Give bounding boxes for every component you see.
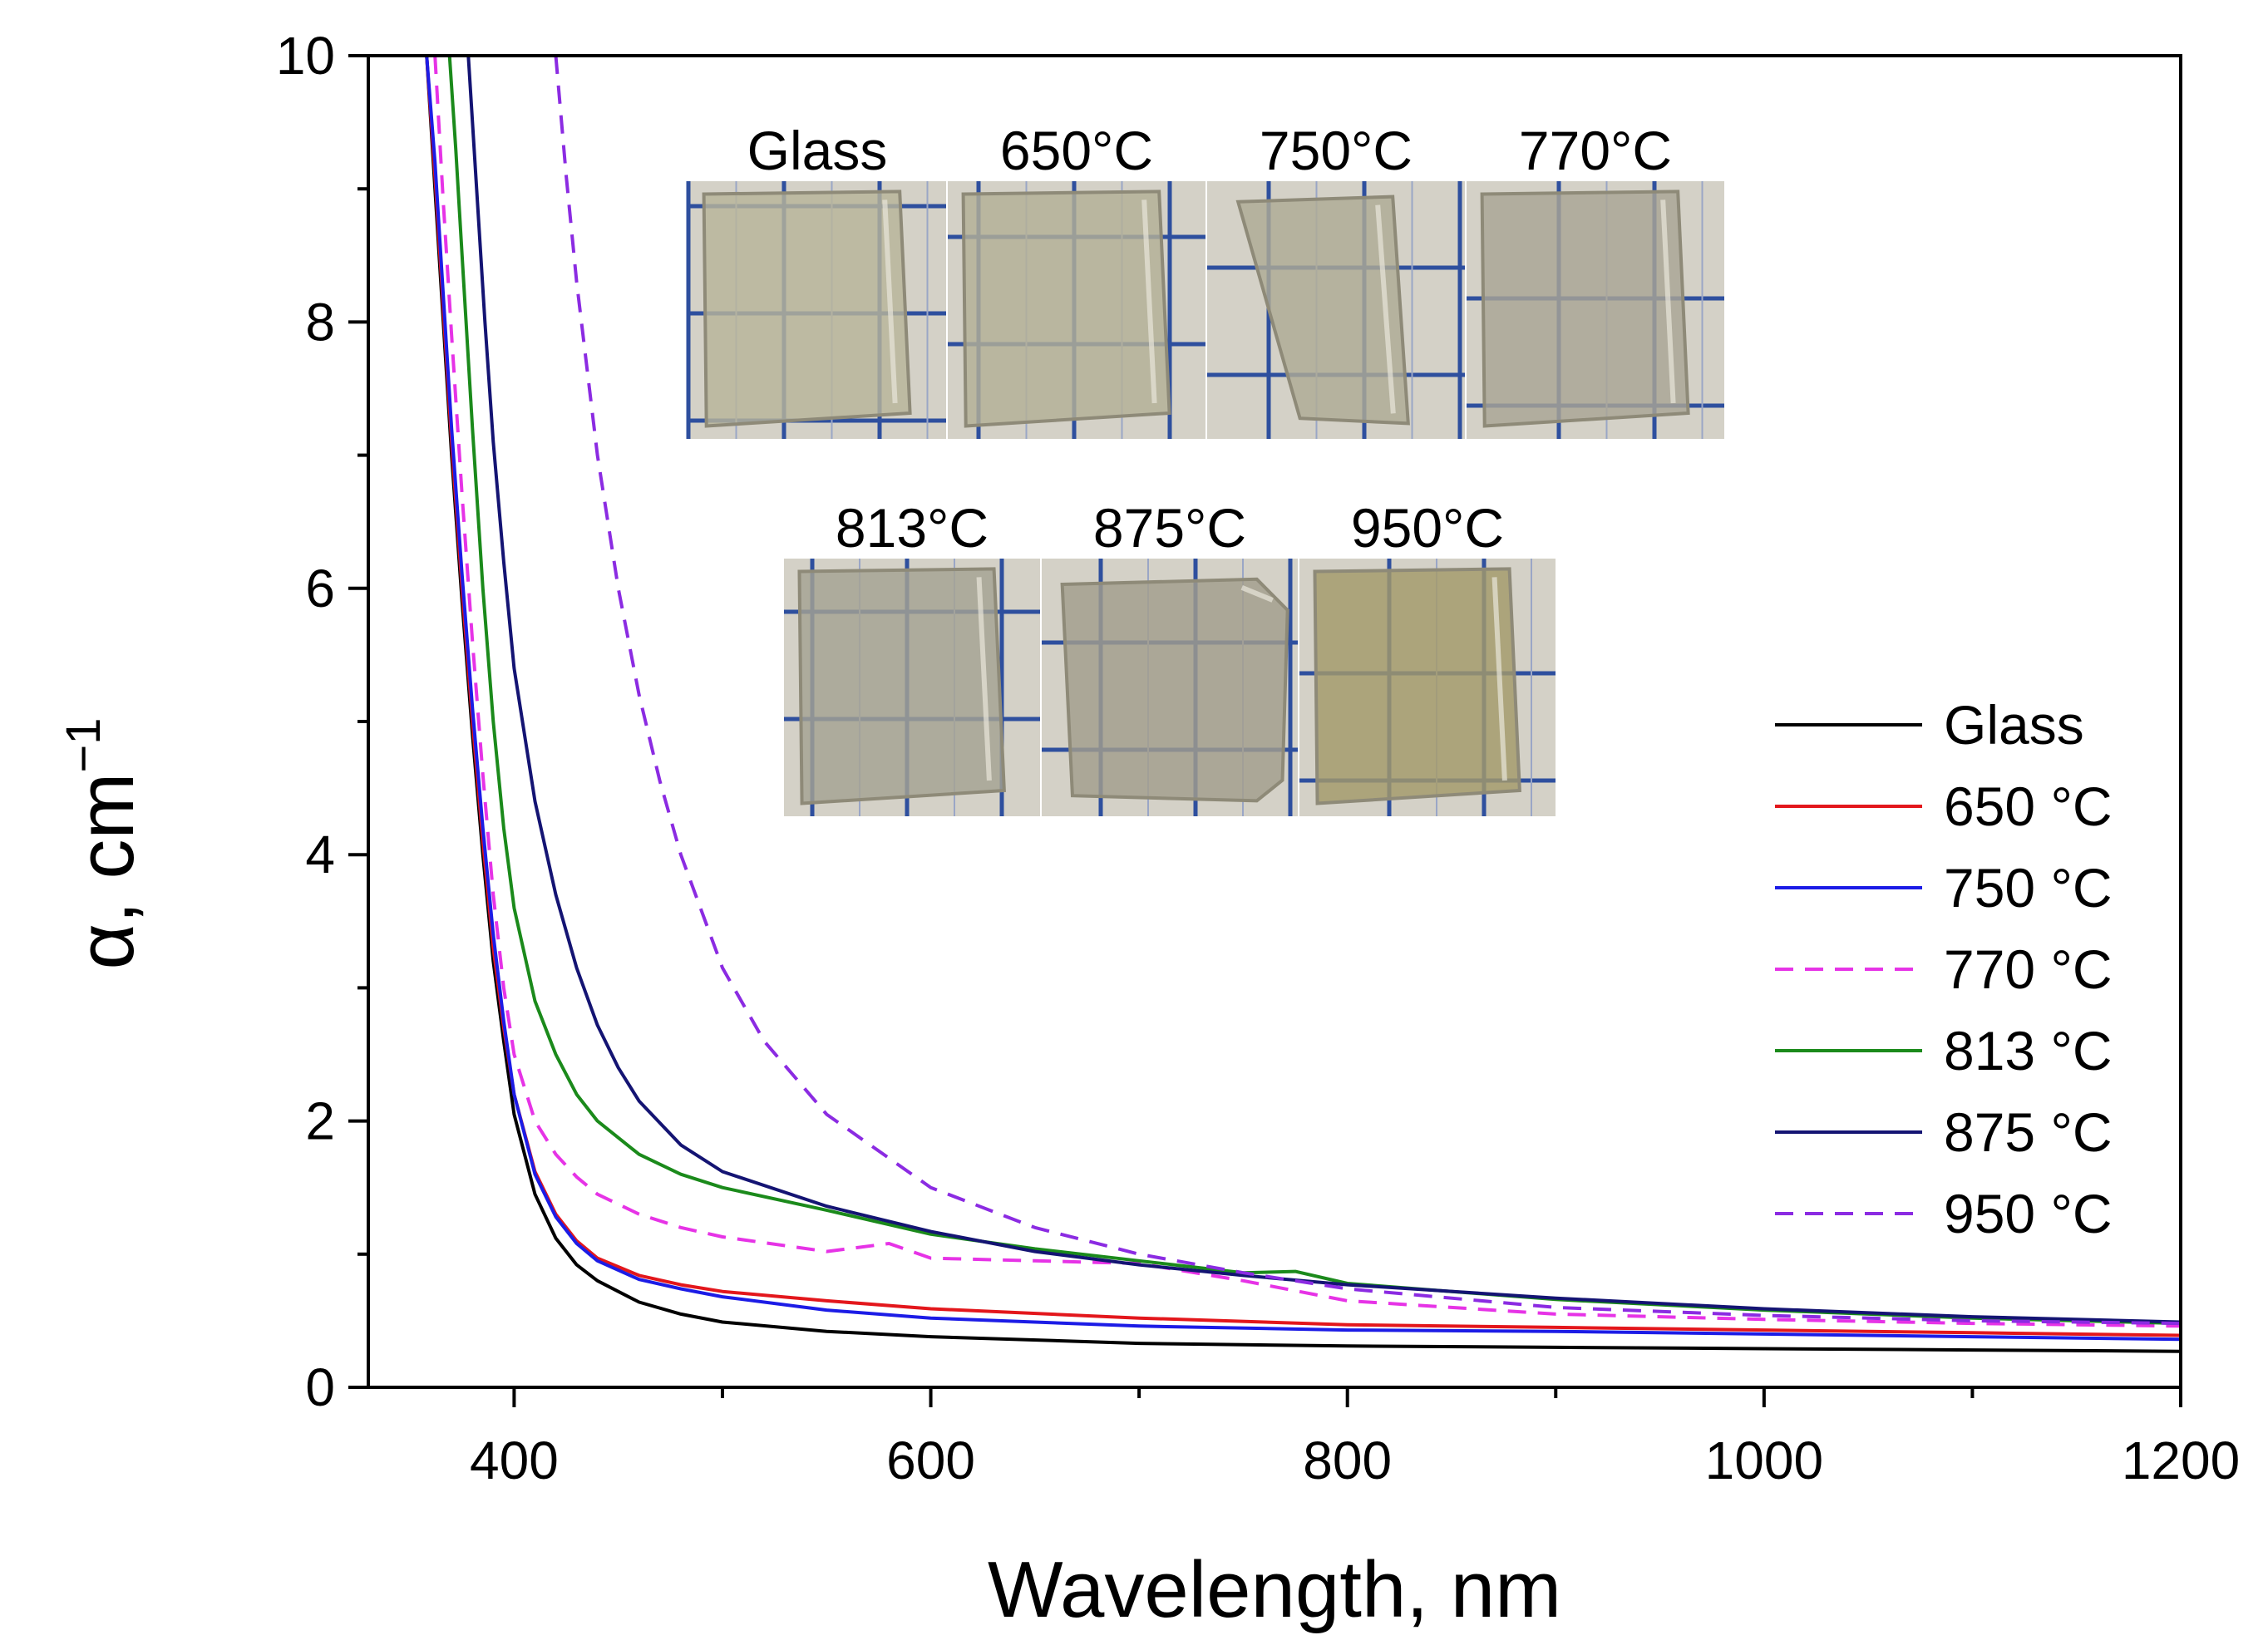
sample-photo-950-c: 950°C	[1299, 497, 1556, 816]
y-axis-title: α, cm−1	[57, 718, 150, 970]
legend-label-875-c: 875 °C	[1944, 1101, 2113, 1163]
sample-photo-875-c: 875°C	[1042, 497, 1298, 816]
inset-label-813-c: 813°C	[836, 497, 989, 559]
glass-sample-770-c	[1480, 190, 1690, 428]
y-tick-label-2: 2	[305, 1091, 335, 1151]
series-line-770-c	[433, 56, 2181, 1328]
series-line-950-c	[554, 56, 2181, 1326]
sample-photo-glass: Glass	[686, 120, 946, 439]
sample-photo-770-c: 770°C	[1467, 120, 1724, 439]
y-tick-label-0: 0	[305, 1357, 335, 1417]
x-axis-title: Wavelength, nm	[988, 1545, 1561, 1634]
axes-layer: 400 600 800 1000 1200 0 2 4 6 8 10	[276, 26, 2240, 1490]
legend-label-650-c: 650 °C	[1944, 776, 2113, 837]
y-tick-label-4: 4	[305, 825, 335, 884]
y-axis-title-main: α, cm	[62, 773, 150, 970]
x-tick-label-400: 400	[470, 1431, 559, 1490]
glass-sample-875-c	[1060, 577, 1289, 803]
sample-photo-750-c: 750°C	[1207, 120, 1465, 439]
x-tick-label-1200: 1200	[2122, 1431, 2240, 1490]
x-tick-label-1000: 1000	[1705, 1431, 1823, 1490]
inset-label-770-c: 770°C	[1519, 120, 1672, 181]
series-line-875-c	[466, 56, 2181, 1324]
glass-edge-highlight	[882, 199, 898, 404]
series-line-750-c	[425, 56, 2181, 1342]
glass-sample-650-c	[961, 190, 1171, 428]
legend-label-770-c: 770 °C	[1944, 938, 2113, 1000]
glass-edge-highlight	[1141, 199, 1157, 404]
sample-photo-650-c: 650°C	[948, 120, 1205, 439]
y-axis-title-exponent: −1	[57, 718, 111, 773]
x-tick-label-600: 600	[886, 1431, 975, 1490]
glass-edge-highlight	[1375, 204, 1396, 414]
inset-label-875-c: 875°C	[1093, 497, 1246, 559]
x-tick-label-800: 800	[1303, 1431, 1392, 1490]
legend: Glass 650 °C 750 °C 770 °C 813 °C 875 °C 950 °…	[1775, 694, 2113, 1244]
glass-sample-813-c	[797, 567, 1006, 805]
legend-label-950-c: 950 °C	[1944, 1183, 2113, 1244]
series-layer	[425, 56, 2181, 1353]
y-tick-label-6: 6	[305, 559, 335, 618]
glass-sample-glass	[702, 190, 912, 428]
inset-label-950-c: 950°C	[1351, 497, 1504, 559]
glass-sample-950-c	[1313, 567, 1521, 805]
glass-edge-highlight	[1660, 199, 1676, 404]
inset-label-750-c: 750°C	[1260, 120, 1413, 181]
glass-edge-highlight	[1240, 585, 1274, 603]
inset-label-glass: Glass	[747, 120, 888, 181]
legend-label-glass: Glass	[1944, 694, 2084, 756]
legend-label-750-c: 750 °C	[1944, 857, 2113, 919]
glass-sample-750-c	[1235, 195, 1410, 426]
y-tick-label-8: 8	[305, 292, 335, 352]
glass-edge-highlight	[1491, 577, 1507, 781]
inset-label-650-c: 650°C	[1000, 120, 1153, 181]
glass-edge-highlight	[976, 577, 992, 781]
legend-label-813-c: 813 °C	[1944, 1020, 2113, 1081]
sample-photo-813-c: 813°C	[784, 497, 1040, 816]
y-tick-label-10: 10	[276, 26, 335, 86]
sample-photo-inset: Glass 650°C 750°C 770°C 813°C 875°C 950°C	[686, 120, 1724, 816]
